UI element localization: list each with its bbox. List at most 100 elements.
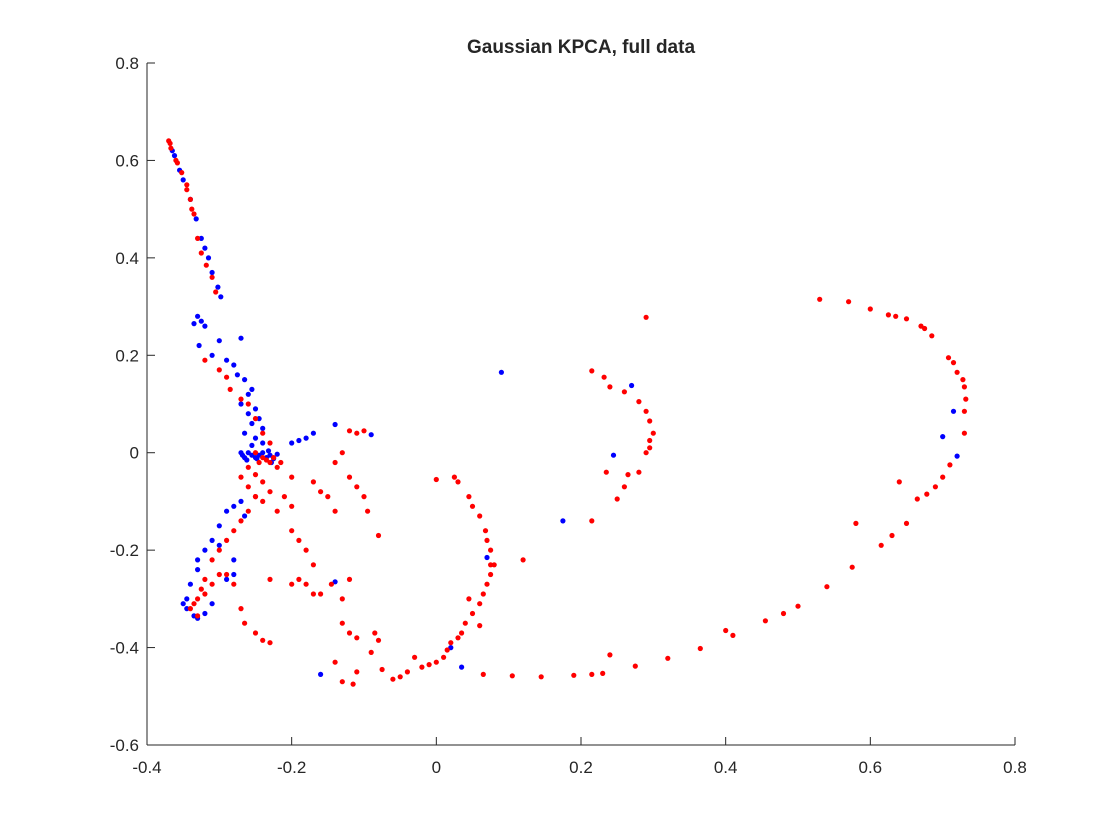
data-point xyxy=(350,681,356,687)
data-point xyxy=(893,313,899,319)
data-point xyxy=(254,456,260,462)
data-point xyxy=(636,469,642,475)
data-point xyxy=(216,571,222,578)
data-point xyxy=(379,666,385,673)
data-point xyxy=(867,306,873,312)
data-point xyxy=(601,374,607,380)
data-point xyxy=(303,547,309,553)
data-point xyxy=(419,664,425,670)
x-tick-label: -0.4 xyxy=(132,758,161,777)
data-point xyxy=(665,655,671,661)
data-point xyxy=(252,494,259,500)
data-point xyxy=(455,479,461,485)
x-tick-label: 0 xyxy=(432,758,441,777)
data-point xyxy=(198,318,204,324)
data-point xyxy=(252,435,259,441)
data-point xyxy=(520,557,526,563)
data-point xyxy=(238,518,244,524)
data-point xyxy=(209,269,215,276)
data-point xyxy=(354,635,360,641)
data-point xyxy=(274,508,280,514)
data-point xyxy=(621,389,628,395)
x-tick-label: 0.4 xyxy=(714,758,738,777)
data-point xyxy=(459,664,465,670)
data-point xyxy=(929,333,935,339)
data-point xyxy=(231,571,237,578)
data-point xyxy=(780,610,787,617)
series-0 xyxy=(169,148,960,678)
data-point xyxy=(318,489,324,495)
data-point xyxy=(332,659,338,665)
data-point xyxy=(263,457,269,463)
data-point xyxy=(571,672,577,678)
data-point xyxy=(480,671,486,678)
data-point xyxy=(610,452,617,458)
data-point xyxy=(249,420,255,427)
data-point xyxy=(296,437,302,444)
data-point xyxy=(368,432,374,438)
data-point xyxy=(361,494,367,500)
data-point xyxy=(469,503,476,509)
data-point xyxy=(202,591,208,597)
data-point xyxy=(168,145,174,151)
data-point xyxy=(354,669,360,675)
data-point xyxy=(607,652,613,658)
data-point xyxy=(589,671,595,678)
data-point xyxy=(260,479,266,485)
data-point xyxy=(621,484,628,490)
y-tick-label: -0.6 xyxy=(110,736,139,755)
data-point xyxy=(278,459,284,466)
data-point xyxy=(249,386,255,392)
data-point xyxy=(187,581,193,587)
data-point xyxy=(260,450,266,456)
data-point xyxy=(209,537,215,544)
data-point xyxy=(209,557,215,563)
data-point xyxy=(231,528,237,534)
data-point xyxy=(488,547,494,553)
data-point xyxy=(940,434,946,440)
data-point xyxy=(318,591,324,597)
data-point xyxy=(227,386,233,392)
data-point xyxy=(466,596,472,602)
data-point xyxy=(961,384,968,390)
data-point xyxy=(231,503,237,509)
data-point xyxy=(643,408,649,414)
data-point xyxy=(196,342,202,349)
data-point xyxy=(242,513,248,519)
data-point xyxy=(954,369,960,375)
data-point xyxy=(260,425,266,431)
data-point xyxy=(203,262,209,268)
data-point xyxy=(252,406,259,412)
data-point xyxy=(488,562,494,568)
data-point xyxy=(903,520,910,527)
data-point xyxy=(433,659,439,665)
data-point xyxy=(462,620,468,626)
data-point xyxy=(245,464,251,470)
data-point xyxy=(245,484,251,490)
data-point xyxy=(256,416,262,422)
data-point xyxy=(469,610,476,617)
data-point xyxy=(477,601,483,607)
data-point xyxy=(310,430,316,436)
y-tick-label: 0.4 xyxy=(115,249,139,268)
data-point xyxy=(950,360,957,366)
data-point xyxy=(961,430,968,436)
data-point xyxy=(187,196,193,202)
data-point xyxy=(180,601,186,607)
data-point xyxy=(339,620,345,626)
data-point xyxy=(238,335,244,341)
data-point xyxy=(238,498,244,504)
data-point xyxy=(448,640,454,646)
y-tick-label: 0 xyxy=(130,444,139,463)
data-point xyxy=(375,637,382,643)
data-point xyxy=(242,430,248,436)
data-point xyxy=(538,674,544,680)
data-point xyxy=(195,567,201,573)
data-point xyxy=(245,391,251,397)
data-point xyxy=(632,663,638,669)
data-point xyxy=(404,669,410,675)
data-point xyxy=(260,498,266,504)
data-point xyxy=(256,459,262,466)
data-point xyxy=(589,368,595,374)
